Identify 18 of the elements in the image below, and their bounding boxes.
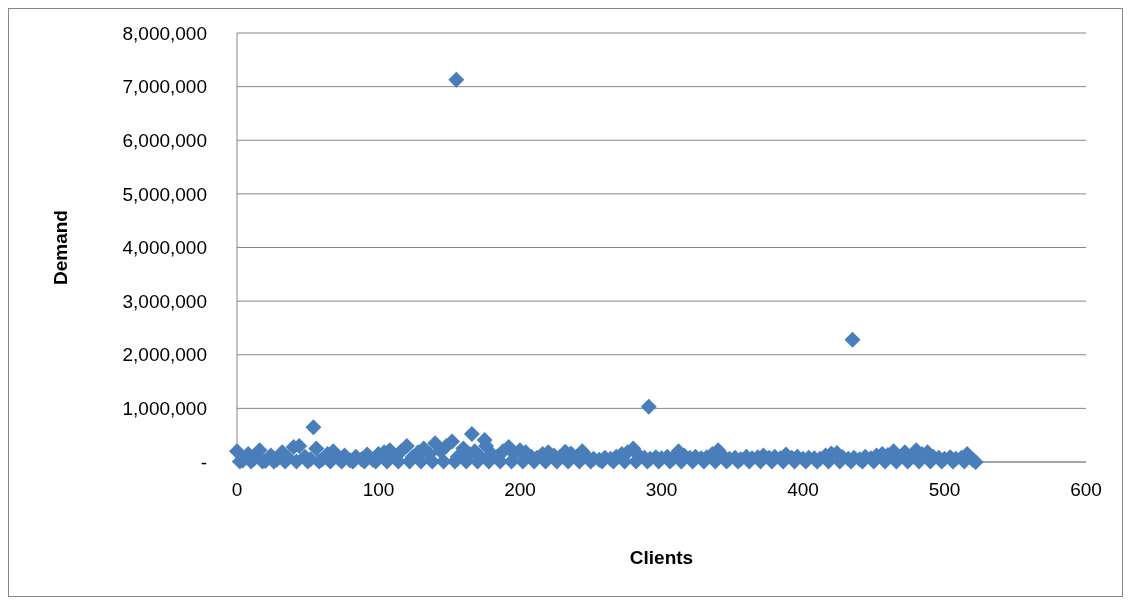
x-tick-label: 200 xyxy=(504,479,536,500)
y-tick-label: 5,000,000 xyxy=(122,183,207,205)
x-axis-title: Clients xyxy=(629,547,694,568)
y-tick-label: 1,000,000 xyxy=(122,398,207,420)
y-tick-label: 6,000,000 xyxy=(122,129,207,151)
x-tick-label: 0 xyxy=(231,479,243,500)
y-tick-label: 8,000,000 xyxy=(122,22,207,44)
x-tick-label: 100 xyxy=(362,479,395,500)
x-tick-label: 400 xyxy=(787,479,819,500)
x-tick-label: 500 xyxy=(928,479,961,500)
y-tick-label: 3,000,000 xyxy=(122,290,207,312)
x-tick-label: 600 xyxy=(1070,479,1102,500)
y-tick-label: 2,000,000 xyxy=(122,344,207,366)
y-tick-label: 4,000,000 xyxy=(122,237,207,259)
y-tick-label: - xyxy=(200,451,207,473)
y-axis-title: Demand xyxy=(50,210,71,285)
x-tick-label: 300 xyxy=(645,479,678,500)
y-tick-label: 7,000,000 xyxy=(122,76,207,98)
